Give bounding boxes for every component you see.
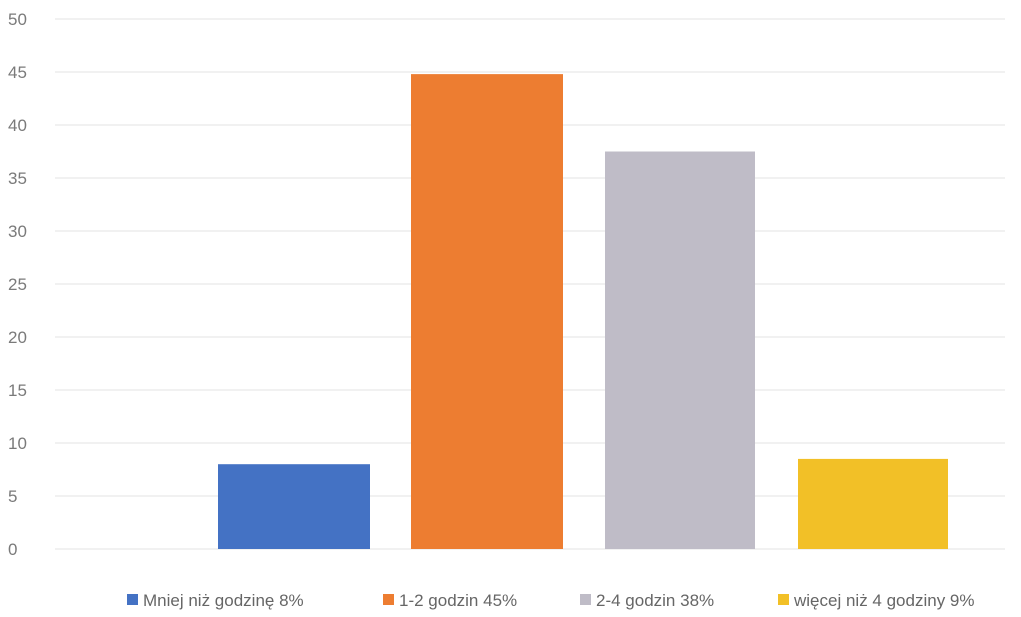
bar-3 [605,151,755,549]
bar-1 [218,464,370,549]
y-axis: 0 5 10 15 20 25 30 35 40 45 50 [8,10,27,559]
bar-2 [411,74,563,550]
legend-label-2: 1-2 godzin 45% [399,591,517,610]
legend-swatch-4 [778,594,789,605]
y-tick-label: 30 [8,222,27,241]
y-tick-label: 0 [8,540,17,559]
legend-label-3: 2-4 godzin 38% [596,591,714,610]
legend-label-1: Mniej niż godzinę 8% [143,591,304,610]
y-tick-label: 15 [8,381,27,400]
y-tick-label: 5 [8,487,17,506]
y-tick-label: 45 [8,63,27,82]
y-tick-label: 10 [8,434,27,453]
legend-swatch-2 [383,594,394,605]
y-tick-label: 50 [8,10,27,29]
y-tick-label: 20 [8,328,27,347]
y-tick-label: 35 [8,169,27,188]
bars [218,74,948,550]
legend-swatch-3 [580,594,591,605]
legend-label-4: więcej niż 4 godziny 9% [793,591,974,610]
legend: Mniej niż godzinę 8% 1-2 godzin 45% 2-4 go… [127,591,974,610]
y-tick-label: 40 [8,116,27,135]
legend-swatch-1 [127,594,138,605]
y-tick-label: 25 [8,275,27,294]
bar-4 [798,458,948,549]
